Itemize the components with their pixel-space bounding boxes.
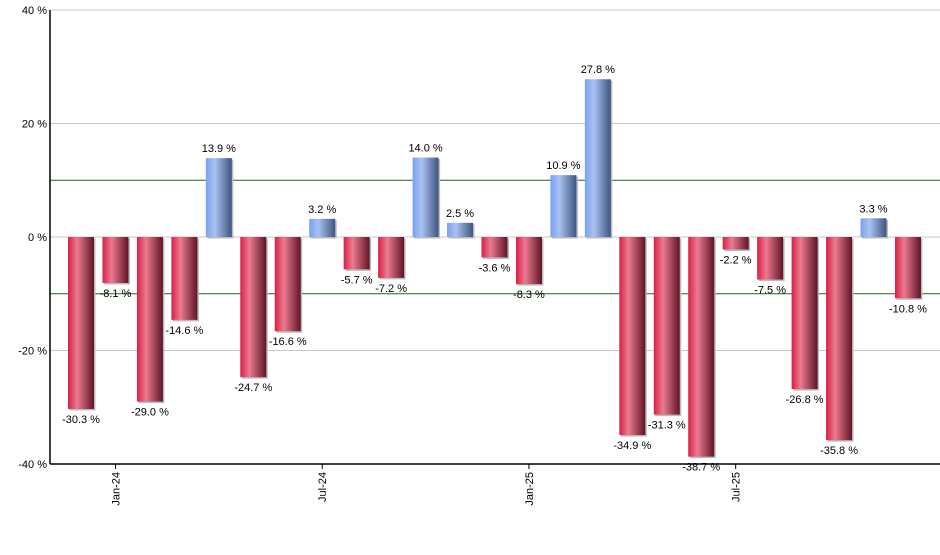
bar — [688, 237, 715, 457]
y-tick-label: 0 % — [28, 232, 47, 244]
data-label: -8.1 % — [100, 288, 132, 300]
data-label: -24.7 % — [234, 382, 272, 394]
data-label: 14.0 % — [408, 143, 442, 155]
data-label: -8.3 % — [513, 289, 545, 301]
data-label: -29.0 % — [131, 407, 169, 419]
bar — [412, 157, 439, 237]
y-tick-label: -20 % — [18, 346, 47, 358]
y-tick-label: -40 % — [18, 459, 47, 471]
bars: -30.3 % -8.1 % -29.0 % -14.6 % 13.9 % -24.7 %… — [62, 64, 927, 473]
x-tick-label: Jan-25 — [524, 472, 536, 506]
axes: 40 % 20 % 0 % -20 % -40 % Jan-24 Jul-24 Jan-25 J… — [18, 5, 940, 506]
bar — [240, 237, 267, 378]
bar — [722, 237, 749, 250]
data-label: -26.8 % — [786, 394, 824, 406]
data-label: 13.9 % — [202, 143, 236, 155]
data-label: -2.2 % — [720, 254, 752, 266]
x-tick-label: Jan-24 — [110, 472, 122, 506]
data-label: -3.6 % — [479, 262, 511, 274]
bar — [447, 222, 474, 237]
data-label: -35.8 % — [820, 445, 858, 457]
bar — [826, 237, 853, 441]
data-label: 2.5 % — [446, 208, 474, 220]
bar — [860, 218, 887, 237]
data-label: -31.3 % — [648, 420, 686, 432]
data-label: -7.2 % — [375, 283, 407, 295]
y-tick-label: 20 % — [22, 119, 47, 131]
data-label: 3.3 % — [859, 203, 887, 215]
x-tick-label: Jul-25 — [731, 472, 743, 502]
bar — [378, 237, 405, 278]
bar — [894, 237, 921, 299]
bar — [136, 237, 163, 402]
data-label: -34.9 % — [613, 440, 651, 452]
x-tick-label: Jul-24 — [317, 472, 329, 502]
data-label: -5.7 % — [341, 274, 373, 286]
bar — [274, 237, 301, 332]
y-tick-label: 40 % — [22, 5, 47, 17]
bar — [550, 175, 577, 237]
data-label: -16.6 % — [269, 336, 307, 348]
bar — [791, 237, 818, 390]
bar — [102, 237, 129, 283]
data-label: -7.5 % — [754, 285, 786, 297]
data-label: -30.3 % — [62, 414, 100, 426]
bar — [757, 237, 784, 280]
bar — [653, 237, 680, 415]
bar — [619, 237, 646, 436]
bar — [584, 79, 611, 237]
bar — [68, 237, 95, 409]
bar — [481, 237, 508, 258]
bar — [171, 237, 198, 320]
data-label: -10.8 % — [889, 303, 927, 315]
data-label: 27.8 % — [581, 64, 615, 76]
bar — [309, 218, 336, 237]
bar — [343, 237, 370, 270]
data-label: 3.2 % — [308, 204, 336, 216]
bar — [205, 158, 232, 237]
bar — [515, 237, 542, 285]
data-label: -14.6 % — [165, 325, 203, 337]
data-label: 10.9 % — [546, 160, 580, 172]
